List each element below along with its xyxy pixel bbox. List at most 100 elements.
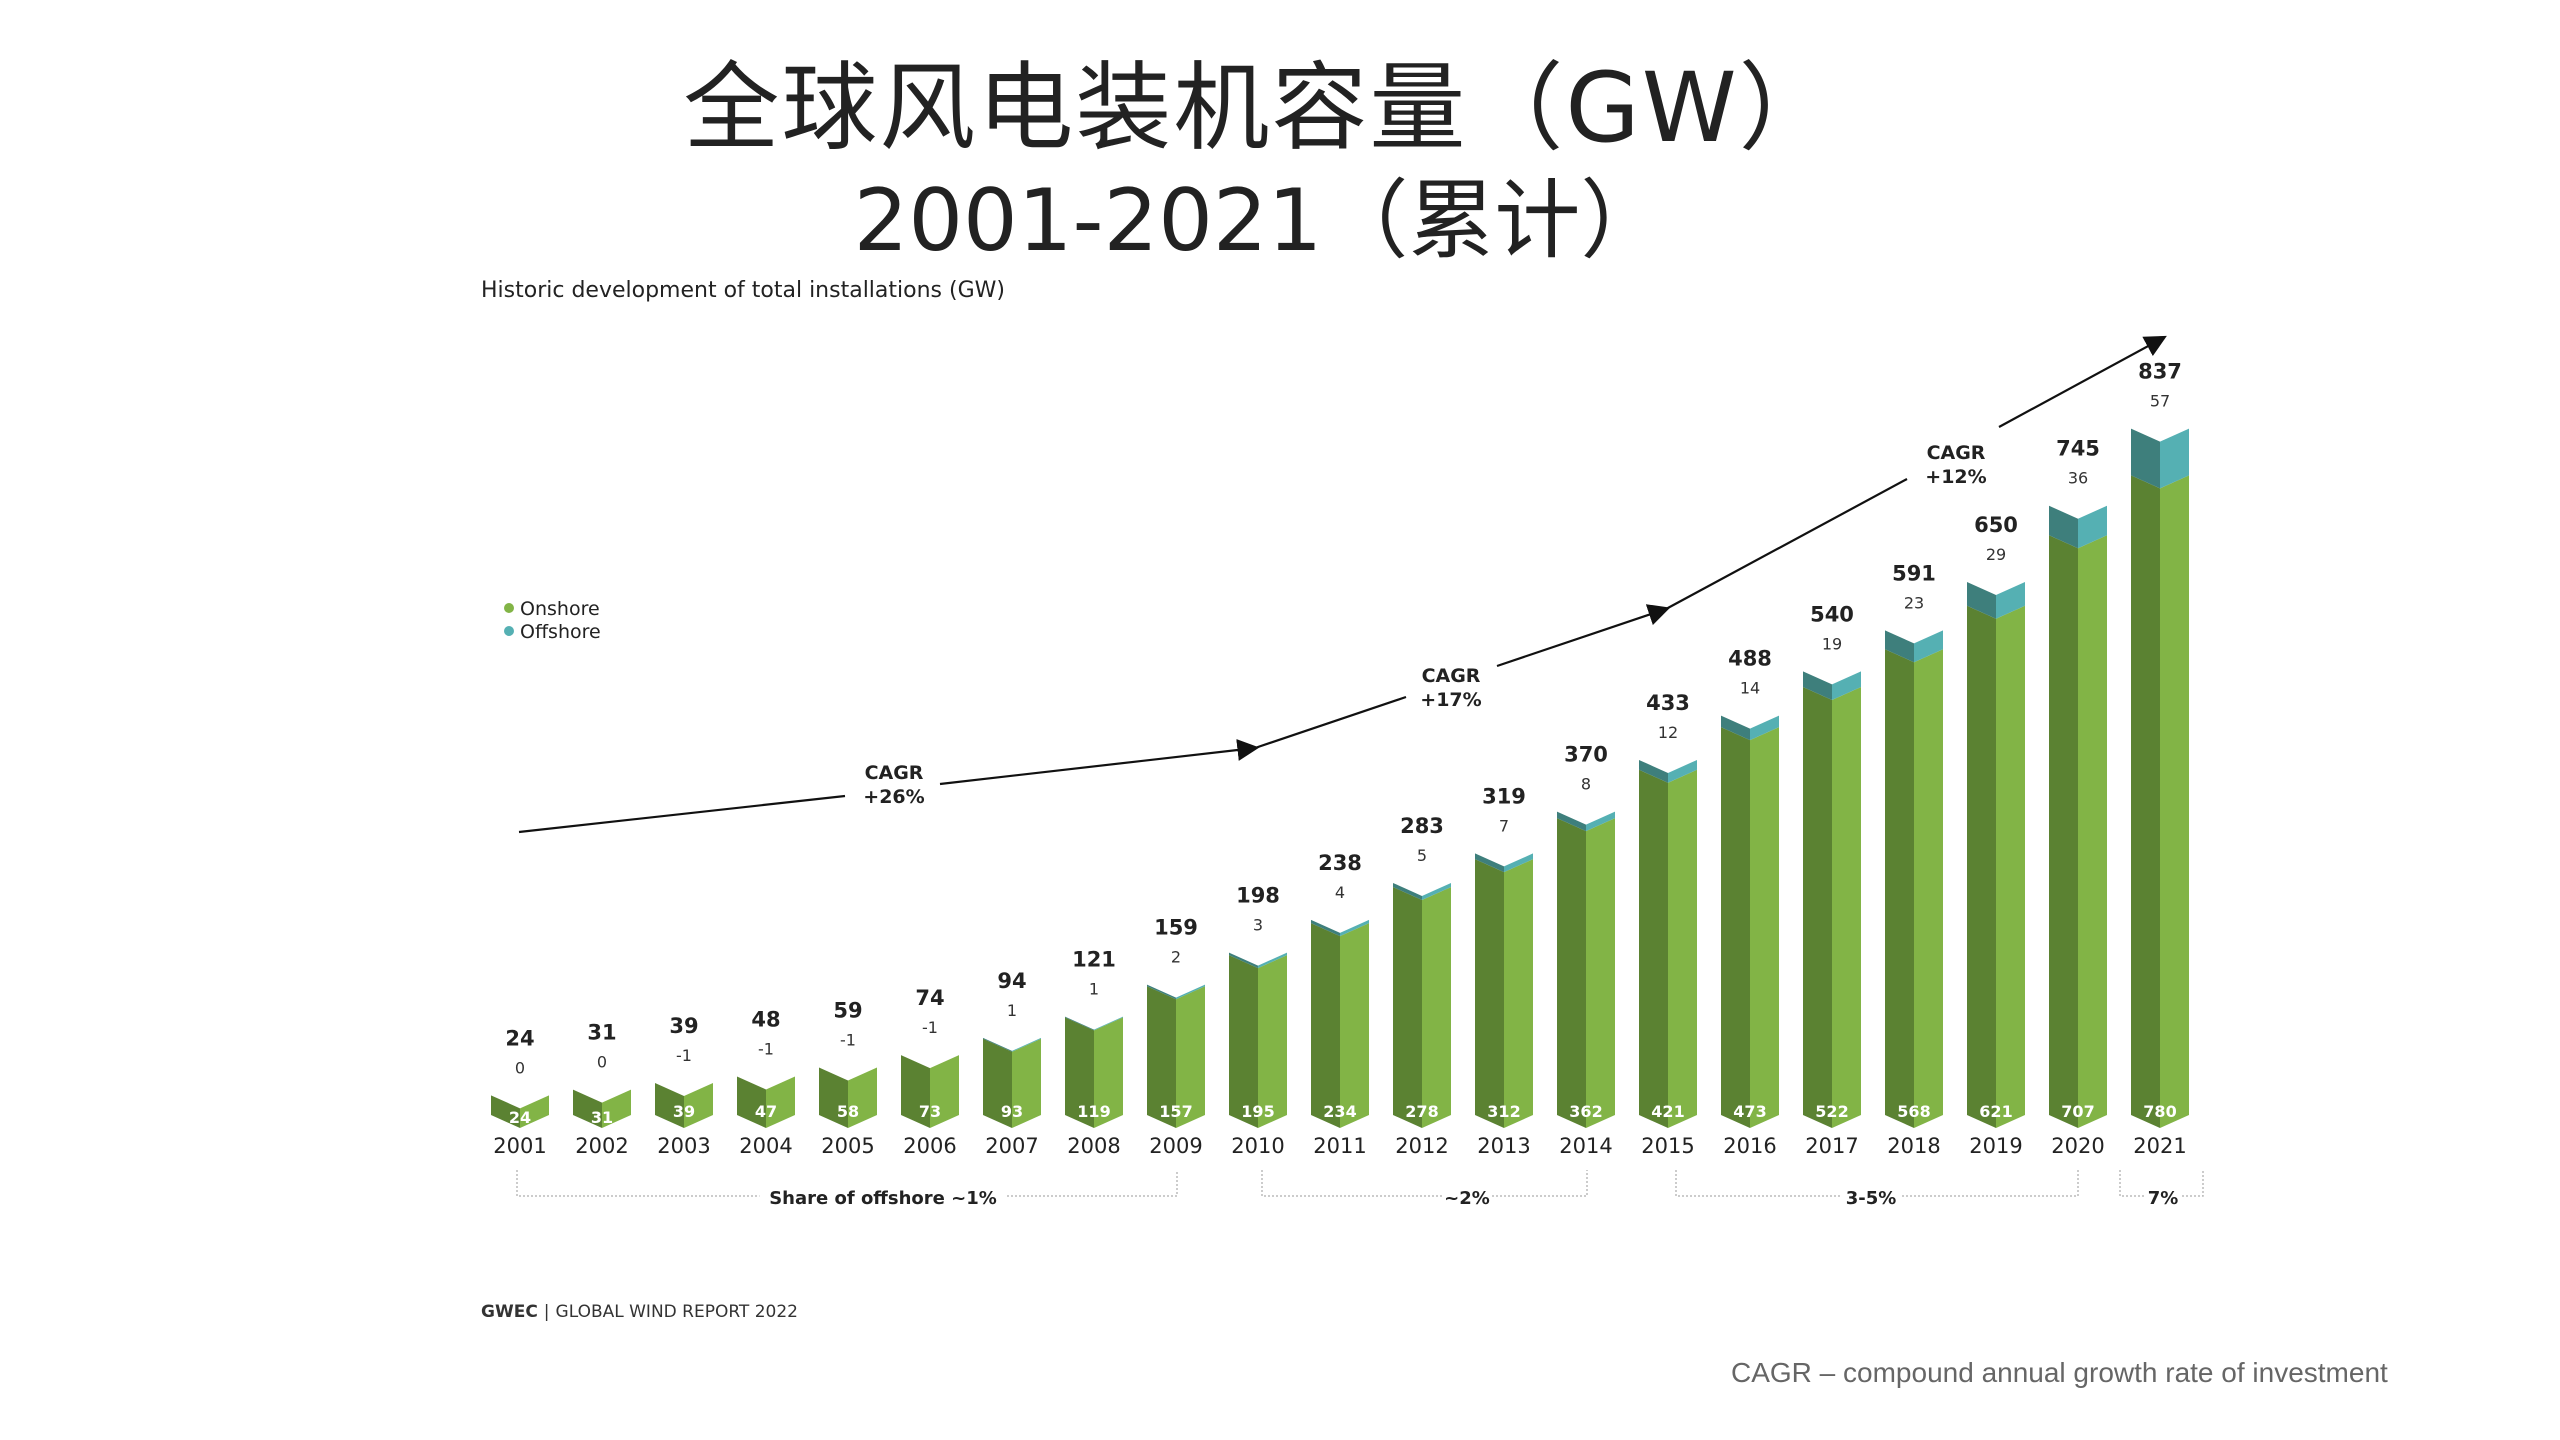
offshore-label: 23 xyxy=(1904,593,1924,612)
onshore-bar-left xyxy=(1311,923,1340,1128)
offshore-label: 0 xyxy=(515,1058,525,1077)
onshore-bar-left xyxy=(2049,535,2078,1128)
bar-2013 xyxy=(1475,853,1533,1128)
footer-source: GWEC | GLOBAL WIND REPORT 2022 xyxy=(481,1302,798,1322)
offshore-bar-left xyxy=(1311,919,1340,937)
bar-2012 xyxy=(1393,882,1451,1128)
offshore-label: 36 xyxy=(2068,469,2088,488)
onshore-label: 24 xyxy=(509,1108,531,1127)
onshore-label: 58 xyxy=(837,1102,859,1121)
share-bracket xyxy=(1675,1170,2079,1197)
onshore-bar-right xyxy=(930,1055,959,1128)
year-label: 2010 xyxy=(1231,1134,1284,1158)
onshore-bar-right xyxy=(1012,1038,1041,1128)
offshore-bar-left xyxy=(1393,882,1422,901)
footer-brand: GWEC xyxy=(481,1302,538,1322)
onshore-label: 568 xyxy=(1897,1102,1930,1121)
onshore-label: 362 xyxy=(1569,1102,1602,1121)
offshore-share-label: ~2% xyxy=(1444,1188,1490,1209)
cagr-trend-line xyxy=(1665,478,1908,610)
page-subtitle: 2001-2021（累计） xyxy=(853,171,1667,271)
year-label: 2017 xyxy=(1805,1134,1858,1158)
bar-2006 xyxy=(901,1055,959,1128)
offshore-bar-left xyxy=(1475,853,1504,873)
offshore-bar-left xyxy=(1885,630,1914,663)
offshore-label: 12 xyxy=(1658,723,1678,742)
onshore-bar-left xyxy=(1967,605,1996,1128)
cagr-trend-line xyxy=(939,739,1260,786)
total-label: 39 xyxy=(669,1014,698,1038)
onshore-label: 473 xyxy=(1733,1102,1766,1121)
offshore-bar-left xyxy=(1147,984,1176,1000)
offshore-label: 2 xyxy=(1171,948,1181,967)
onshore-label: 234 xyxy=(1323,1102,1356,1121)
onshore-bar-right xyxy=(1832,686,1861,1128)
cagr-value: +17% xyxy=(1420,689,1481,711)
year-label: 2012 xyxy=(1395,1134,1448,1158)
offshore-label: 8 xyxy=(1581,775,1591,794)
share-label-bg xyxy=(1442,1184,1492,1208)
onshore-bar-left xyxy=(901,1055,930,1128)
onshore-bar-right xyxy=(1750,727,1779,1128)
offshore-label: -1 xyxy=(840,1030,856,1049)
offshore-bar-right xyxy=(1750,715,1779,741)
onshore-bar-left xyxy=(1639,769,1668,1128)
total-label: 319 xyxy=(1482,784,1526,808)
bar-2020 xyxy=(2049,505,2107,1128)
year-label: 2001 xyxy=(493,1134,546,1158)
bar-2008 xyxy=(1065,1016,1123,1128)
offshore-label: 0 xyxy=(597,1053,607,1072)
year-label: 2008 xyxy=(1067,1134,1120,1158)
total-label: 74 xyxy=(915,986,944,1010)
share-bracket xyxy=(2119,1170,2204,1197)
total-label: 198 xyxy=(1236,884,1280,908)
bar-2005 xyxy=(819,1067,877,1128)
onshore-label: 421 xyxy=(1651,1102,1684,1121)
offshore-bar-right xyxy=(1504,853,1533,873)
share-bracket xyxy=(1261,1170,1588,1197)
onshore-bar-left xyxy=(1147,986,1176,1128)
page-title: 全球风电装机容量（GW） xyxy=(683,52,1837,164)
offshore-label: 3 xyxy=(1253,916,1263,935)
onshore-bar-left xyxy=(1803,686,1832,1128)
bar-2010 xyxy=(1229,952,1287,1128)
offshore-bar-left xyxy=(2049,505,2078,549)
chart-title: Historic development of total installati… xyxy=(481,278,1005,303)
offshore-bar-right xyxy=(1914,630,1943,663)
onshore-bar-left xyxy=(1393,887,1422,1128)
bar-2021 xyxy=(2131,428,2189,1128)
bar-2003 xyxy=(655,1083,713,1128)
onshore-label: 522 xyxy=(1815,1102,1848,1121)
onshore-bar-right xyxy=(848,1067,877,1128)
year-label: 2013 xyxy=(1477,1134,1530,1158)
year-label: 2009 xyxy=(1149,1134,1202,1158)
cagr-trend-line xyxy=(1998,335,2167,428)
year-label: 2005 xyxy=(821,1134,874,1158)
total-label: 48 xyxy=(751,1007,780,1031)
offshore-label: 57 xyxy=(2150,392,2170,411)
offshore-bar-left xyxy=(1229,952,1258,969)
offshore-bar-right xyxy=(2078,505,2107,549)
offshore-bar-left xyxy=(1721,715,1750,741)
onshore-label: 312 xyxy=(1487,1102,1520,1121)
bar-2016 xyxy=(1721,715,1779,1128)
offshore-bar-right xyxy=(1176,984,1205,1000)
offshore-label: -1 xyxy=(922,1018,938,1037)
onshore-label: 707 xyxy=(2061,1102,2094,1121)
onshore-bar-right xyxy=(1094,1017,1123,1128)
onshore-bar-right xyxy=(766,1076,795,1128)
onshore-label: 119 xyxy=(1077,1102,1110,1121)
bar-2007 xyxy=(983,1037,1041,1128)
year-label: 2019 xyxy=(1969,1134,2022,1158)
offshore-label: -1 xyxy=(676,1046,692,1065)
offshore-bar-right xyxy=(1668,759,1697,783)
offshore-bar-right xyxy=(1258,952,1287,969)
total-label: 488 xyxy=(1728,647,1772,671)
onshore-label: 621 xyxy=(1979,1102,2012,1121)
offshore-label: 29 xyxy=(1986,545,2006,564)
total-label: 370 xyxy=(1564,743,1608,767)
legend-offshore: Offshore xyxy=(520,621,601,643)
onshore-label: 39 xyxy=(673,1102,695,1121)
cagr-trend-line xyxy=(518,794,846,834)
onshore-bar-right xyxy=(1668,769,1697,1128)
